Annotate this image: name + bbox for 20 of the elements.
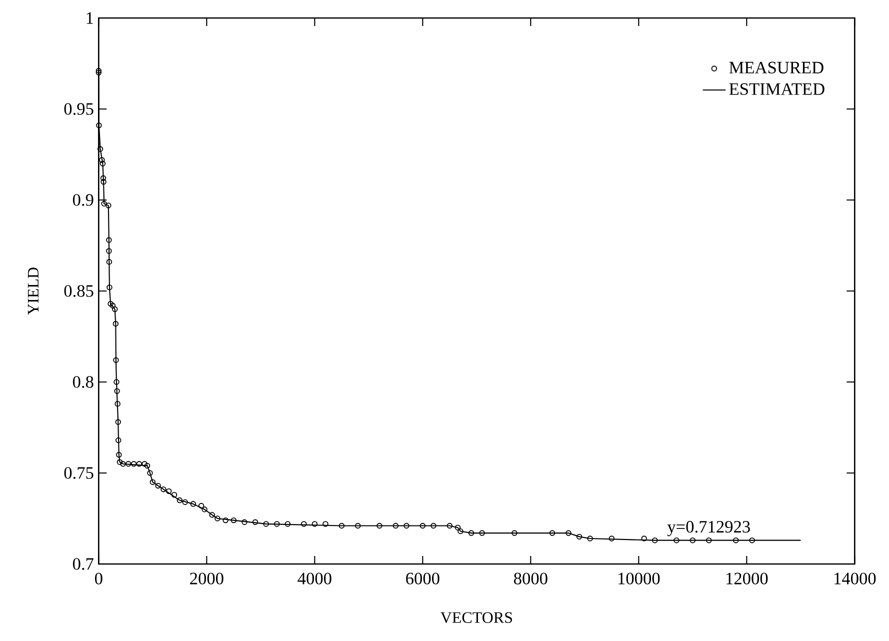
x-tick-label: 0 <box>95 572 102 584</box>
y-tick-label: 0.95 <box>64 103 94 115</box>
y-axis-title: YIELD <box>28 268 38 315</box>
annotation: y=0.712923 <box>667 520 750 536</box>
x-tick-label: 10000 <box>618 572 660 584</box>
x-tick-label: 2000 <box>190 572 224 584</box>
y-tick-label: 0.9 <box>72 194 94 206</box>
y-tick-label: 0.8 <box>72 376 94 388</box>
x-tick-label: 12000 <box>726 572 768 584</box>
x-axis-title: VECTORS <box>440 612 512 624</box>
x-tick-label: 8000 <box>514 572 548 584</box>
x-tick-label: 14000 <box>834 572 876 584</box>
legend-label: ESTIMATED <box>729 83 824 95</box>
y-tick-label: 0.7 <box>72 558 94 570</box>
y-tick-label: 0.85 <box>64 285 94 297</box>
x-tick-label: 6000 <box>406 572 440 584</box>
x-tick-label: 4000 <box>298 572 332 584</box>
y-tick-label: 0.75 <box>64 467 94 479</box>
y-tick-label: 1 <box>86 12 93 24</box>
legend-label: MEASURED <box>729 62 824 74</box>
